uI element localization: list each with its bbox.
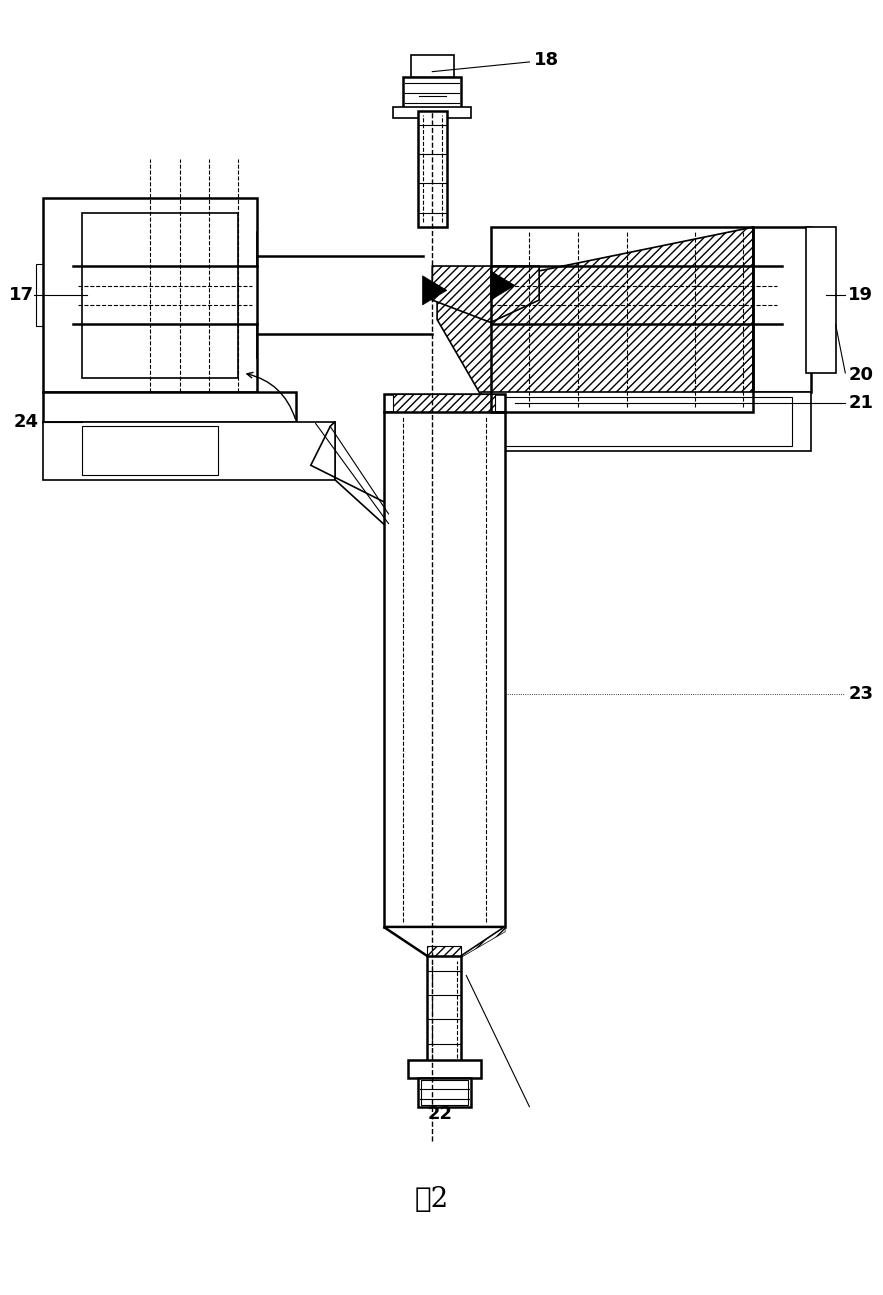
Polygon shape — [427, 947, 462, 956]
Bar — [82, 324, 257, 359]
Text: 17: 17 — [9, 286, 34, 304]
Bar — [811, 264, 824, 326]
Text: 图2: 图2 — [415, 1185, 449, 1212]
Bar — [45, 254, 63, 337]
Polygon shape — [423, 276, 447, 304]
Bar — [383, 412, 505, 927]
Text: 18: 18 — [534, 51, 560, 69]
Bar — [43, 422, 335, 480]
Bar — [58, 258, 72, 332]
Bar — [491, 227, 753, 412]
Bar — [795, 254, 812, 337]
Text: 21: 21 — [849, 394, 873, 412]
Bar — [408, 1061, 481, 1077]
Bar — [481, 392, 811, 451]
Polygon shape — [491, 271, 515, 300]
Bar — [782, 258, 796, 332]
Bar — [420, 1080, 468, 1105]
Bar — [411, 56, 454, 76]
Text: 24: 24 — [13, 413, 39, 430]
Bar — [393, 394, 495, 412]
Polygon shape — [311, 422, 389, 528]
Bar — [393, 106, 472, 118]
Bar — [404, 76, 462, 110]
Text: 22: 22 — [427, 1105, 452, 1123]
Text: 19: 19 — [849, 286, 873, 304]
Polygon shape — [383, 927, 505, 956]
Polygon shape — [437, 227, 753, 412]
Bar — [418, 110, 447, 227]
Bar — [476, 412, 505, 927]
Text: 20: 20 — [849, 366, 873, 383]
Bar — [427, 956, 462, 1063]
Bar — [501, 398, 792, 445]
Bar — [43, 198, 257, 392]
Bar — [753, 227, 811, 392]
Bar — [43, 392, 296, 422]
Polygon shape — [462, 927, 505, 956]
Bar — [82, 232, 257, 265]
Bar — [383, 394, 505, 412]
Bar — [35, 264, 49, 326]
Text: 23: 23 — [849, 685, 873, 703]
Polygon shape — [433, 265, 540, 322]
Bar — [82, 426, 218, 475]
Bar — [806, 227, 835, 373]
Bar — [418, 1077, 472, 1107]
Bar — [82, 212, 238, 378]
